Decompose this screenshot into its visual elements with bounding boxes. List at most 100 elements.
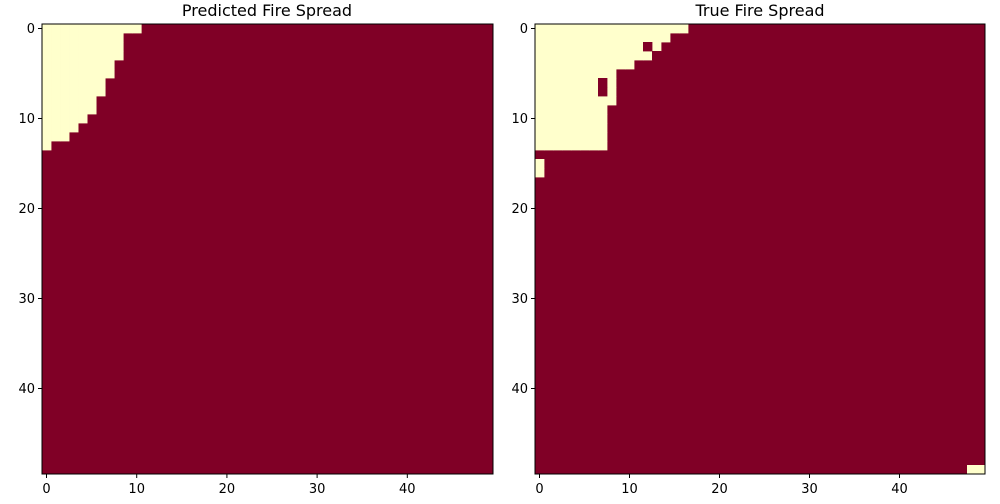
heatmap-cell-unburned [625,33,635,43]
y-axis-ticks: 0 10 20 30 40 [18,22,42,397]
heatmap-cell-unburned [60,96,70,106]
heatmap-cell-unburned [634,33,644,43]
heatmap-cell-unburned [607,96,617,106]
heatmap-cell-unburned [60,78,70,88]
heatmap-cell-unburned [78,69,88,79]
heatmap-cell-unburned [51,96,61,106]
heatmap-cell-unburned [535,114,545,124]
heatmap-cell-unburned [60,24,70,34]
heatmap-cell-unburned [571,87,581,97]
heatmap-cell-unburned [544,69,554,79]
heatmap-cell-unburned [625,24,635,34]
heatmap-cell-unburned [562,51,572,61]
heatmap-cell-unburned [553,33,563,43]
x-axis-ticks: 0 10 20 30 40 [42,474,416,497]
heatmap-cell-burning [643,42,653,52]
heatmap-cell-unburned [42,42,52,52]
heatmap-cell-unburned [51,24,61,34]
heatmap-cell-unburned [60,33,70,43]
heatmap-cell-unburned [544,24,554,34]
heatmap-cell-unburned [78,96,88,106]
heatmap-cell-unburned [976,465,986,475]
heatmap-cell-unburned [51,123,61,133]
heatmap-cell-unburned [544,87,554,97]
heatmap-cell-unburned [78,105,88,115]
heatmap-cell-unburned [580,51,590,61]
heatmap-cell-unburned [96,51,106,61]
x-tick-label: 40 [891,482,908,497]
heatmap-cell-unburned [571,141,581,151]
heatmap-cell-unburned [132,24,142,34]
y-tick-label: 20 [511,202,528,217]
heatmap-cell-unburned [625,42,635,52]
heatmap-cell-unburned [589,132,599,142]
heatmap-cell-unburned [96,24,106,34]
heatmap-cell-unburned [661,24,671,34]
heatmap-cell-unburned [616,42,626,52]
heatmap-cell-unburned [625,60,635,70]
heatmap-cell-unburned [589,51,599,61]
heatmap-cell-unburned [607,42,617,52]
heatmap-cell-unburned [535,60,545,70]
heatmap-cell-unburned [105,60,115,70]
heatmap-cell-unburned [544,51,554,61]
heatmap-cell-unburned [562,123,572,133]
y-tick-label: 30 [18,292,35,307]
heatmap-cell-unburned [589,60,599,70]
heatmap-cell-unburned [967,465,977,475]
heatmap-cell-unburned [114,24,124,34]
heatmap-cell-unburned [643,33,653,43]
heatmap-cell-unburned [571,42,581,52]
heatmap-cell-unburned [78,33,88,43]
heatmap-cell-unburned [571,114,581,124]
heatmap-cell-unburned [580,114,590,124]
heatmap-cell-unburned [105,24,115,34]
y-tick-label: 10 [511,112,528,127]
heatmap-cell-unburned [652,42,662,52]
heatmap-cell-unburned [51,33,61,43]
x-tick-label: 0 [42,482,50,497]
heatmap-cell-unburned [535,159,545,169]
x-tick-label: 10 [128,482,145,497]
heatmap-cell-unburned [69,105,79,115]
heatmap-cell-unburned [562,60,572,70]
heatmap-cell-unburned [87,42,97,52]
heatmap-cell-unburned [87,96,97,106]
heatmap-cell-unburned [553,60,563,70]
heatmap-cell-unburned [51,69,61,79]
heatmap-cell-unburned [42,33,52,43]
heatmap-cells [42,24,493,474]
heatmap-cell-unburned [553,105,563,115]
heatmap-cell-unburned [60,42,70,52]
heatmap-cell-unburned [114,33,124,43]
heatmap-cell-unburned [661,33,671,43]
heatmap-cell-unburned [69,78,79,88]
heatmap-cell-unburned [535,123,545,133]
heatmap-cell-unburned [60,105,70,115]
axes-frame [534,23,986,475]
heatmap-cell-unburned [87,87,97,97]
chart-title: True Fire Spread [694,1,824,20]
heatmap-cell-unburned [589,123,599,133]
heatmap-cell-unburned [105,69,115,79]
heatmap-cell-unburned [69,96,79,106]
heatmap-cell-unburned [69,87,79,97]
heatmap-cell-unburned [42,96,52,106]
heatmap-cell-unburned [535,33,545,43]
heatmap-cell-unburned [535,51,545,61]
heatmap-cell-unburned [580,33,590,43]
heatmap-cell-unburned [51,114,61,124]
heatmap-cell-unburned [598,24,608,34]
heatmap-cell-unburned [535,105,545,115]
y-tick-label: 30 [511,292,528,307]
heatmap-cell-unburned [544,114,554,124]
heatmap-cell-unburned [562,69,572,79]
heatmap-cell-unburned [562,33,572,43]
heatmap-cell-unburned [51,105,61,115]
chart-title: Predicted Fire Spread [182,1,352,20]
heatmap-cell-unburned [78,42,88,52]
y-axis-ticks: 0 10 20 30 40 [511,22,535,397]
heatmap-cell-unburned [598,141,608,151]
heatmap-cell-unburned [580,60,590,70]
heatmap-cell-burning [598,78,608,88]
